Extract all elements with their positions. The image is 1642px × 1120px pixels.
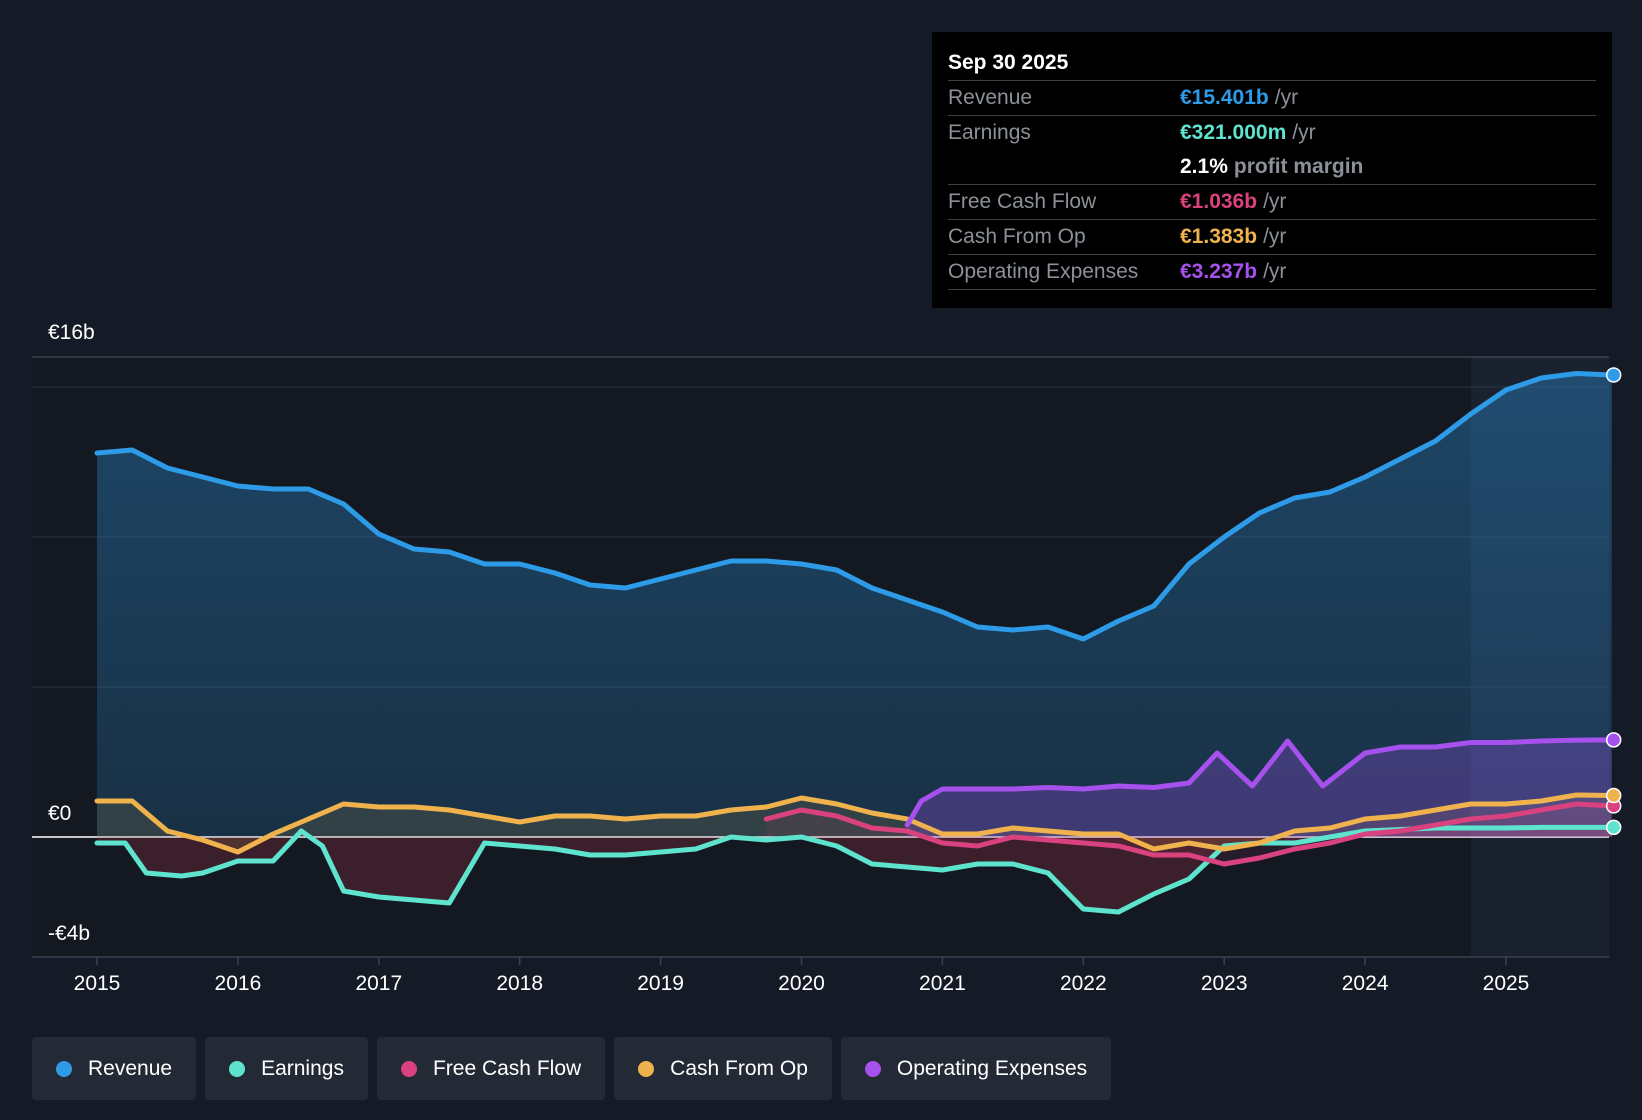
tooltip-value: €321.000m: [1180, 121, 1287, 144]
tooltip-row-cfo: Cash From Op €1.383b /yr: [948, 220, 1596, 255]
tooltip-date: Sep 30 2025: [948, 46, 1596, 81]
tooltip-value: €1.036b: [1180, 190, 1258, 213]
tooltip-value: €3.237b: [1180, 260, 1258, 283]
tooltip-label: [948, 150, 1180, 184]
legend-label: Revenue: [88, 1056, 173, 1080]
legend-item-cash-from-op[interactable]: Cash From Op: [614, 1037, 832, 1100]
revenue-endpoint: [1605, 367, 1622, 383]
operating-expenses-endpoint: [1605, 732, 1622, 748]
tooltip-row-profit-margin: 2.1% profit margin: [948, 150, 1596, 185]
tooltip-row-earnings: Earnings €321.000m /yr: [948, 116, 1596, 150]
earnings-dot-icon: [229, 1060, 246, 1077]
tooltip-row-fcf: Free Cash Flow €1.036b /yr: [948, 185, 1596, 220]
x-tick-label: 2018: [496, 972, 543, 995]
legend-label: Operating Expenses: [896, 1056, 1088, 1080]
y-label-top: €16b: [48, 321, 95, 344]
x-tick-label: 2022: [1060, 972, 1107, 995]
earnings-line: [94, 824, 1615, 915]
legend-item-free-cash-flow[interactable]: Free Cash Flow: [376, 1037, 606, 1100]
tooltip-label: Cash From Op: [948, 225, 1086, 248]
tooltip-label: Revenue: [948, 86, 1033, 109]
tooltip-value: €1.383b: [1180, 225, 1258, 248]
revenue-area: [97, 373, 1612, 837]
legend-item-operating-expenses[interactable]: Operating Expenses: [840, 1037, 1112, 1100]
cash-from-op-dot-icon: [638, 1060, 655, 1077]
tooltip-label: Earnings: [948, 121, 1031, 144]
tooltip-label: Free Cash Flow: [948, 190, 1097, 213]
x-tick-label: 2023: [1201, 972, 1248, 995]
y-label-zero: €0: [48, 802, 71, 825]
revenue-line: [94, 371, 1615, 642]
x-tick-label: 2017: [355, 972, 402, 995]
legend-label: Earnings: [261, 1056, 344, 1080]
legend-item-revenue[interactable]: Revenue: [32, 1037, 197, 1100]
operating-expenses-dot-icon: [864, 1060, 881, 1077]
tooltip-unit: /yr: [1263, 260, 1287, 283]
tooltip-value: €15.401b: [1180, 86, 1269, 109]
tooltip-unit: /yr: [1263, 190, 1287, 213]
tooltip-unit: /yr: [1263, 225, 1287, 248]
tooltip-panel: Sep 30 2025 Revenue €15.401b /yr Earning…: [932, 32, 1612, 308]
operating-expenses-line: [904, 737, 1615, 828]
legend: Revenue Earnings Free Cash Flow Cash Fro…: [32, 1037, 1112, 1100]
tooltip-row-opex: Operating Expenses €3.237b /yr: [948, 255, 1596, 290]
earnings-area: [97, 827, 1612, 912]
x-tick-label: 2020: [778, 972, 825, 995]
free-cash-flow-area: [766, 804, 1612, 864]
tooltip-unit: /yr: [1292, 121, 1316, 144]
legend-label: Free Cash Flow: [432, 1056, 582, 1080]
cash-from-op-line: [94, 792, 1615, 855]
y-label-bottom: -€4b: [48, 922, 90, 945]
legend-label: Cash From Op: [670, 1056, 808, 1080]
earnings-endpoint: [1605, 819, 1622, 836]
x-tick-label: 2019: [637, 972, 684, 995]
tooltip-label: Operating Expenses: [948, 260, 1139, 283]
tooltip-unit: /yr: [1274, 86, 1299, 109]
x-tick-label: 2016: [215, 972, 262, 995]
revenue-dot-icon: [56, 1060, 72, 1077]
x-tick-label: 2025: [1483, 972, 1530, 995]
free-cash-flow-line: [763, 801, 1615, 867]
financial-chart: €16b €0 -€4b 2015 2016 2017 2018 2019 2020 202…: [32, 321, 1622, 995]
free-cash-flow-dot-icon: [400, 1060, 417, 1077]
cash-from-op-endpoint: [1605, 787, 1622, 804]
x-tick-label: 2015: [74, 972, 121, 995]
x-tick-label: 2021: [919, 972, 966, 995]
legend-item-earnings[interactable]: Earnings: [205, 1037, 368, 1100]
tooltip-value: 2.1%: [1180, 155, 1228, 178]
x-tick-label: 2024: [1342, 972, 1389, 995]
tooltip-row-revenue: Revenue €15.401b /yr: [948, 81, 1596, 116]
tooltip-unit: profit margin: [1233, 155, 1364, 178]
operating-expenses-area: [907, 739, 1612, 837]
